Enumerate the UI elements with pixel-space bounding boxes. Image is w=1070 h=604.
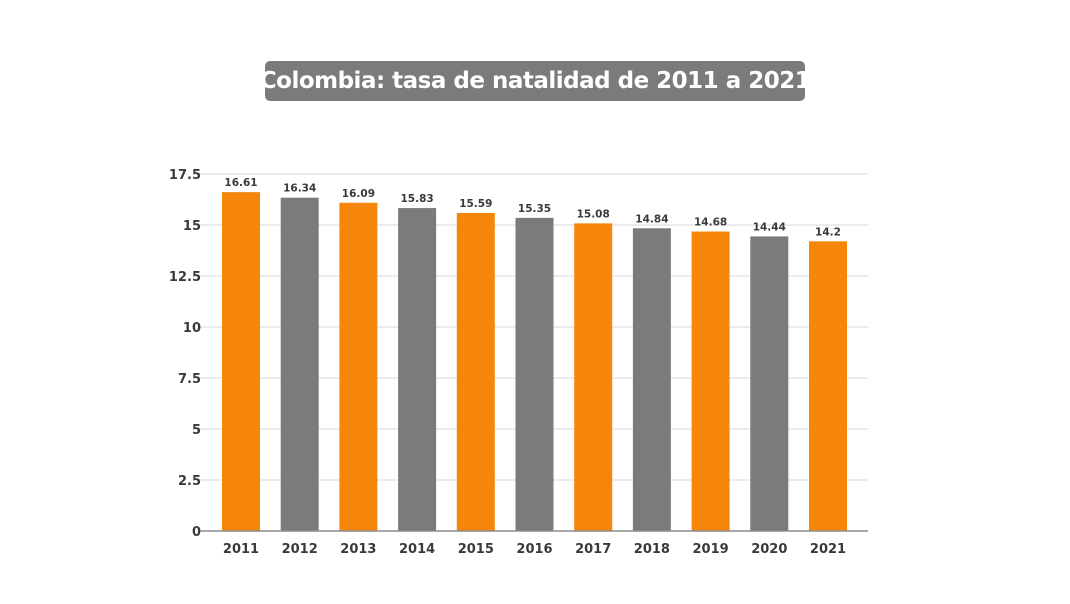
x-tick-label: 2019 [693,542,729,557]
y-tick-label: 7.5 [178,372,201,387]
bar [809,241,847,531]
x-tick-label: 2012 [282,542,318,557]
y-tick-label: 12.5 [169,270,201,285]
chart-title-box: Colombia: tasa de natalidad de 2011 a 20… [260,61,811,101]
x-tick-label: 2017 [575,542,611,557]
x-tick-label: 2021 [810,542,846,557]
y-tick-label: 10 [183,321,201,336]
x-tick-label: 2011 [223,542,259,557]
data-label: 15.59 [459,198,492,210]
x-tick-label: 2016 [516,542,552,557]
data-label: 14.2 [815,226,841,238]
x-tick-label: 2018 [634,542,670,557]
data-label: 16.61 [224,177,257,189]
y-tick-label: 2.5 [178,474,201,489]
data-label: 14.44 [753,221,786,233]
data-label: 15.83 [400,193,433,205]
bar [632,228,671,531]
bar [574,223,613,532]
bar [691,231,730,531]
bar [398,208,437,531]
y-tick-label: 17.5 [169,168,201,183]
data-label: 15.08 [577,208,610,220]
bar [339,202,378,531]
data-label: 14.84 [635,213,668,225]
bar [750,236,789,531]
y-tick-label: 0 [192,525,201,540]
chart-title: Colombia: tasa de natalidad de 2011 a 20… [259,68,811,94]
data-label: 16.34 [283,183,316,195]
x-tick-label: 2014 [399,542,435,557]
bar [515,217,554,532]
data-label: 16.09 [342,188,375,200]
x-tick-label: 2020 [751,542,787,557]
x-tick-label: 2015 [458,542,494,557]
data-label: 15.35 [518,203,551,215]
x-tick-label: 2013 [340,542,376,557]
y-tick-label: 5 [192,423,201,438]
data-label: 14.68 [694,217,727,229]
bar [456,212,495,532]
y-tick-label: 15 [183,219,201,234]
bar [280,197,319,531]
bar [222,192,260,531]
